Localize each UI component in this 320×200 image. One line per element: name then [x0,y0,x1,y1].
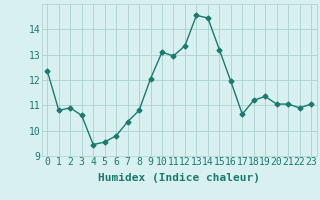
X-axis label: Humidex (Indice chaleur): Humidex (Indice chaleur) [98,173,260,183]
